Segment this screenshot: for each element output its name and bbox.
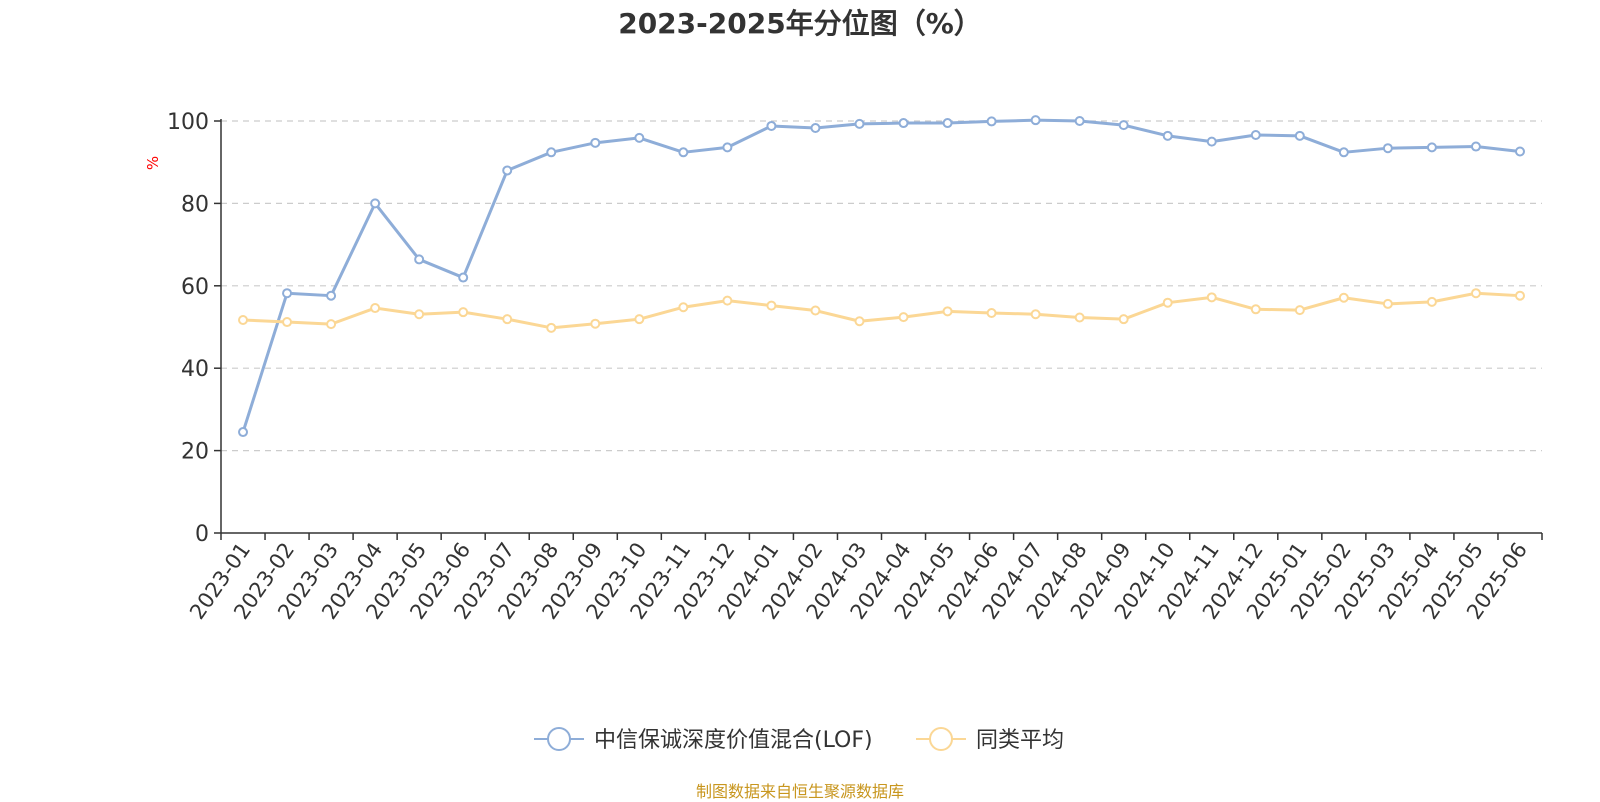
data-point [942,306,953,317]
legend-marker [929,727,953,751]
series-line-1 [242,291,1521,330]
data-point [1470,141,1481,152]
y-tick-label: 100 [167,110,209,135]
data-point [414,309,425,320]
data-point [590,318,601,329]
data-point [986,307,997,318]
data-point [722,295,733,306]
data-point [942,118,953,129]
data-point [370,198,381,209]
data-point [634,132,645,143]
data-point [458,272,469,283]
data-point [414,254,425,265]
y-tick-label: 40 [181,357,209,382]
chart-title: 2023-2025年分位图（%） [618,7,982,40]
data-point [1338,292,1349,303]
data-point [986,116,997,127]
data-point [678,147,689,158]
data-point [326,319,337,330]
data-point [1030,115,1041,126]
line-chart: 0 20 40 60 80 100 2023-012023-022023-032023-0… [144,110,1543,753]
data-point [1030,309,1041,320]
data-point [370,303,381,314]
data-point [1426,142,1437,153]
y-tick-label: 60 [181,275,209,300]
y-tick-label: 20 [181,440,209,465]
data-point [326,290,337,301]
y-axis-ticks: 0 20 40 60 80 100 [167,110,221,547]
data-point [1162,130,1173,141]
data-point [898,312,909,323]
source-note: 制图数据来自恒生聚源数据库 [695,782,904,801]
axes [220,119,1542,534]
data-point [1294,130,1305,141]
data-point [766,300,777,311]
data-point [1162,297,1173,308]
data-point [678,302,689,313]
data-point [1118,120,1129,131]
data-point [1382,143,1393,154]
y-tick-label: 0 [195,522,209,547]
data-point [854,118,865,129]
data-point [1206,136,1217,147]
data-point [810,305,821,316]
data-point [282,317,293,328]
legend-label: 中信保诚深度价值混合(LOF) [594,728,873,753]
data-point [546,322,557,333]
data-point [502,165,513,176]
data-point [898,118,909,129]
data-point [1338,147,1349,158]
data-point [282,288,293,299]
data-point [1074,312,1085,323]
legend-marker [547,727,571,751]
data-point [766,120,777,131]
data-point [1074,116,1085,126]
data-point [238,314,249,325]
data-point [458,307,469,318]
data-point [1382,298,1393,309]
data-point [502,314,513,325]
data-point [1514,290,1525,301]
data-point [1118,314,1129,325]
data-point [1206,292,1217,303]
data-point [1294,305,1305,316]
data-point [1426,296,1437,307]
data-point [854,316,865,327]
data-point [238,427,249,438]
x-axis-ticks: 2023-012023-022023-032023-042023-052023-… [185,533,1543,624]
data-point [810,123,821,134]
data-point [634,314,645,325]
data-point [1250,130,1261,141]
grid-lines [221,120,1542,452]
legend: 中信保诚深度价值混合(LOF) 同类平均 [534,727,1064,753]
y-axis-label: % [144,156,162,170]
data-point [1514,146,1525,157]
data-point [722,142,733,153]
data-point [546,147,557,158]
data-point [1250,304,1261,315]
y-tick-label: 80 [181,192,209,217]
legend-label: 同类平均 [976,728,1064,753]
series-lines [238,115,1525,438]
series-line-0 [241,118,1521,433]
data-point [590,137,601,148]
data-point [1470,288,1481,299]
